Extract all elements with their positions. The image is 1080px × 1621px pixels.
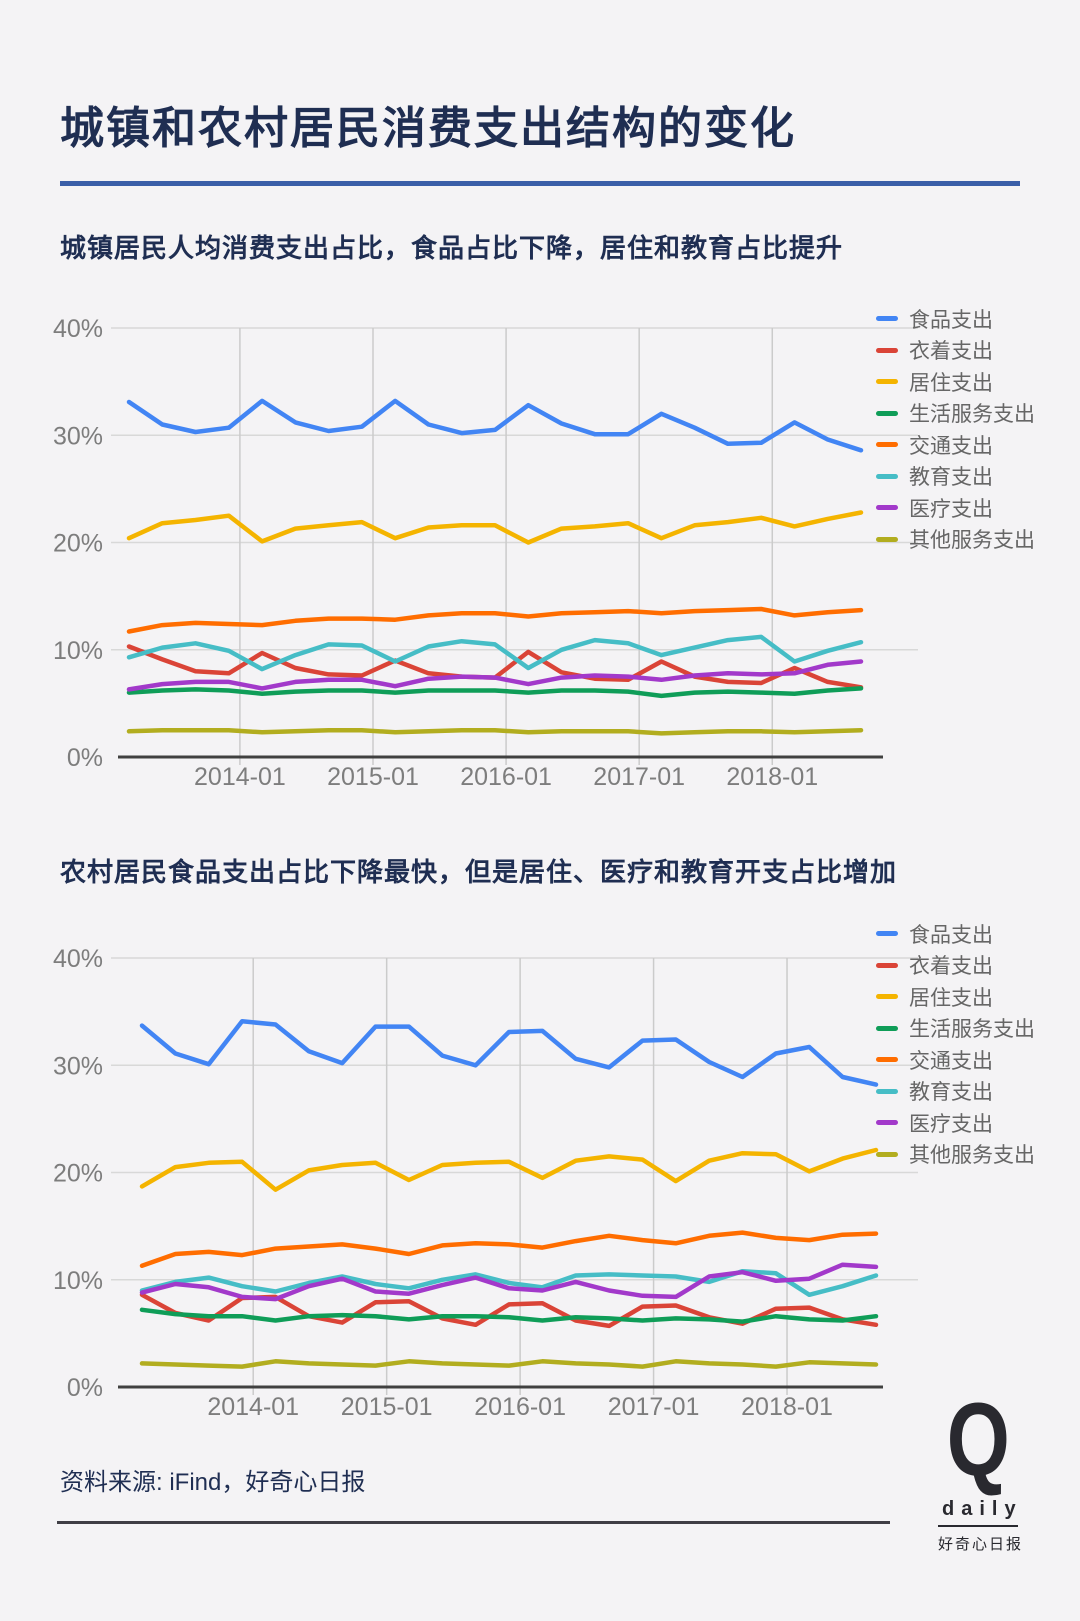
series-line-clothing bbox=[126, 644, 864, 690]
legend-label-education: 教育支出 bbox=[909, 1081, 993, 1105]
legend-item-other-services: 其他服务支出 bbox=[876, 1139, 1076, 1171]
x-axis-tick-label: 2015-01 bbox=[327, 763, 419, 791]
legend-item-transport: 交通支出 bbox=[876, 429, 1076, 461]
legend-item-clothing: 衣着支出 bbox=[876, 335, 1076, 367]
page-title: 城镇和农村居民消费支出结构的变化 bbox=[60, 104, 796, 153]
y-axis-tick-label: 0% bbox=[67, 1374, 103, 1402]
legend-swatch-clothing bbox=[876, 962, 898, 968]
legend-label-transport: 交通支出 bbox=[909, 434, 993, 458]
legend-label-other-services: 其他服务支出 bbox=[909, 1144, 1035, 1168]
legend-swatch-other-services bbox=[876, 536, 898, 542]
legend-swatch-food bbox=[876, 931, 898, 937]
legend-item-other-services: 其他服务支出 bbox=[876, 524, 1076, 556]
series-line-medical bbox=[139, 1262, 879, 1302]
legend-swatch-transport bbox=[876, 1057, 898, 1063]
footer-divider bbox=[57, 1521, 890, 1524]
legend-swatch-other-services bbox=[876, 1151, 898, 1157]
legend-label-food: 食品支出 bbox=[909, 923, 993, 947]
chart2-legend: 食品支出衣着支出居住支出生活服务支出 交通支出教育支出医疗支出其他服务支出 bbox=[876, 918, 1076, 1170]
qdaily-logo-daily: daily bbox=[938, 1498, 1018, 1527]
legend-item-life-services: 生活服务支出 bbox=[876, 398, 1076, 430]
series-line-transport bbox=[126, 606, 864, 634]
qdaily-logo-cn: 好奇心日报 bbox=[938, 1536, 1024, 1553]
legend-swatch-housing bbox=[876, 994, 898, 1000]
data-source-note: 资料来源: iFind，好奇心日报 bbox=[60, 1469, 366, 1496]
series-line-food bbox=[139, 1019, 879, 1087]
legend-swatch-life-services bbox=[876, 1025, 898, 1031]
x-axis-tick-label: 2016-01 bbox=[474, 1393, 566, 1421]
y-axis-tick-label: 10% bbox=[53, 1267, 103, 1295]
legend-label-clothing: 衣着支出 bbox=[909, 955, 993, 979]
x-axis-tick-label: 2015-01 bbox=[341, 1393, 433, 1421]
legend-swatch-housing bbox=[876, 379, 898, 385]
title-divider bbox=[60, 181, 1020, 186]
legend-label-food: 食品支出 bbox=[909, 308, 993, 332]
legend-label-housing: 居住支出 bbox=[909, 986, 993, 1010]
legend-label-other-services: 其他服务支出 bbox=[909, 529, 1035, 553]
legend-label-medical: 医疗支出 bbox=[909, 497, 993, 521]
y-axis-tick-label: 0% bbox=[67, 744, 103, 772]
series-line-other-services bbox=[139, 1359, 879, 1369]
series-line-housing bbox=[126, 510, 864, 545]
series-line-life-services bbox=[139, 1307, 879, 1324]
legend-label-education: 教育支出 bbox=[909, 466, 993, 490]
x-axis-tick-label: 2017-01 bbox=[593, 763, 685, 791]
legend-item-housing: 居住支出 bbox=[876, 981, 1076, 1013]
series-line-life-services bbox=[126, 686, 864, 699]
legend-item-education: 教育支出 bbox=[876, 1076, 1076, 1108]
qdaily-logo: Q daily 好奇心日报 bbox=[938, 1382, 1024, 1554]
legend-item-medical: 医疗支出 bbox=[876, 1107, 1076, 1139]
legend-swatch-education bbox=[876, 473, 898, 479]
series-line-transport bbox=[139, 1230, 879, 1269]
series-line-medical bbox=[126, 659, 864, 692]
x-axis-tick-label: 2016-01 bbox=[460, 763, 552, 791]
legend-item-food: 食品支出 bbox=[876, 918, 1076, 950]
x-axis-tick-label: 2014-01 bbox=[194, 763, 286, 791]
legend-item-transport: 交通支出 bbox=[876, 1044, 1076, 1076]
y-axis-tick-label: 40% bbox=[53, 315, 103, 343]
legend-item-medical: 医疗支出 bbox=[876, 492, 1076, 524]
series-line-education bbox=[139, 1268, 879, 1298]
qdaily-logo-q: Q bbox=[946, 1382, 1010, 1498]
series-line-food bbox=[126, 398, 864, 453]
chart2-subtitle: 农村居民食品支出占比下降最快，但是居住、医疗和教育开支占比增加 bbox=[60, 857, 898, 887]
y-axis-tick-label: 30% bbox=[53, 1052, 103, 1080]
legend-swatch-clothing bbox=[876, 347, 898, 353]
legend-swatch-education bbox=[876, 1088, 898, 1094]
legend-label-medical: 医疗支出 bbox=[909, 1112, 993, 1136]
x-axis-tick-label: 2017-01 bbox=[608, 1393, 700, 1421]
chart1-subtitle: 城镇居民人均消费支出占比，食品占比下降，居住和教育占比提升 bbox=[60, 233, 844, 263]
legend-label-life-services: 生活服务支出 bbox=[909, 403, 1035, 427]
urban-expenditure-line-chart: 0% 10% 20% 30% 40% 2014-01 2015-01 2016-01 2017-… bbox=[53, 315, 918, 791]
x-axis-tick-label: 2018-01 bbox=[741, 1393, 833, 1421]
legend-label-transport: 交通支出 bbox=[909, 1049, 993, 1073]
chart1-legend: 食品支出衣着支出居住支出生活服务支出 交通支出教育支出医疗支出其他服务支出 bbox=[876, 303, 1076, 555]
legend-item-clothing: 衣着支出 bbox=[876, 950, 1076, 982]
y-axis-tick-label: 30% bbox=[53, 422, 103, 450]
y-axis-tick-label: 20% bbox=[53, 1160, 103, 1188]
legend-item-food: 食品支出 bbox=[876, 303, 1076, 335]
legend-swatch-transport bbox=[876, 442, 898, 448]
x-axis-tick-label: 2014-01 bbox=[207, 1393, 299, 1421]
legend-swatch-food bbox=[876, 316, 898, 322]
x-axis-tick-label: 2018-01 bbox=[726, 763, 818, 791]
legend-swatch-medical bbox=[876, 505, 898, 511]
y-axis-tick-label: 20% bbox=[53, 530, 103, 558]
y-axis-tick-label: 10% bbox=[53, 637, 103, 665]
legend-label-life-services: 生活服务支出 bbox=[909, 1018, 1035, 1042]
legend-item-housing: 居住支出 bbox=[876, 366, 1076, 398]
series-line-housing bbox=[139, 1147, 879, 1192]
series-line-education bbox=[126, 634, 864, 672]
series-line-other-services bbox=[126, 727, 864, 736]
y-axis-tick-label: 40% bbox=[53, 945, 103, 973]
legend-swatch-medical bbox=[876, 1120, 898, 1126]
legend-swatch-life-services bbox=[876, 410, 898, 416]
legend-item-education: 教育支出 bbox=[876, 461, 1076, 493]
legend-label-clothing: 衣着支出 bbox=[909, 340, 993, 364]
legend-label-housing: 居住支出 bbox=[909, 371, 993, 395]
legend-item-life-services: 生活服务支出 bbox=[876, 1013, 1076, 1045]
rural-expenditure-line-chart: 0% 10% 20% 30% 40% 2014-01 2015-01 2016-01 2017-… bbox=[53, 945, 918, 1421]
